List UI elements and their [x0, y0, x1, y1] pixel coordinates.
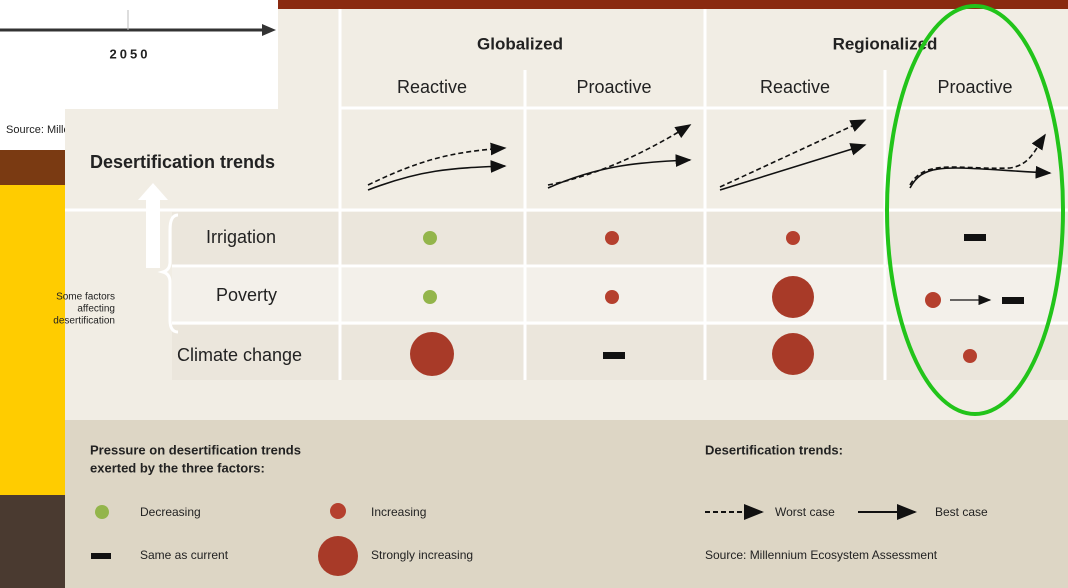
grid — [65, 9, 1068, 380]
symbol-increasing — [925, 292, 941, 308]
column-header: Proactive — [576, 77, 651, 97]
timeline-label: 2050 — [110, 46, 151, 61]
column-header: Proactive — [937, 77, 1012, 97]
factors-label: Some factors — [56, 292, 115, 303]
trend-curves — [367, 119, 1052, 191]
legend-label: Same as current — [140, 548, 229, 562]
symbol-same — [603, 352, 625, 359]
factors-label: desertification — [53, 316, 115, 327]
row-label: Poverty — [216, 285, 277, 305]
symbol-decreasing — [423, 290, 437, 304]
column-header: Reactive — [760, 77, 830, 97]
legend-symbol — [91, 553, 111, 559]
symbol-increasing — [605, 231, 619, 245]
symbol-increasing — [605, 290, 619, 304]
group-header: Globalized — [477, 34, 563, 53]
row-bg — [172, 268, 1068, 322]
trend-row-label: Desertification trends — [90, 152, 275, 172]
symbol-strong — [772, 276, 814, 318]
factors-label: affecting — [77, 304, 115, 315]
symbol-same — [1002, 297, 1024, 304]
row-label: Irrigation — [206, 227, 276, 247]
symbol-same — [964, 234, 986, 241]
bracket — [157, 213, 179, 334]
symbol-increasing — [786, 231, 800, 245]
legend-source: Source: Millennium Ecosystem Assessment — [705, 548, 938, 562]
symbol-decreasing — [423, 231, 437, 245]
legend-label: Strongly increasing — [371, 548, 473, 562]
legend-symbol — [95, 505, 109, 519]
legend-label: Decreasing — [140, 505, 201, 519]
legend-symbol — [330, 503, 346, 519]
top-bar — [278, 0, 1068, 9]
symbol-increasing — [963, 349, 977, 363]
legend-title: Pressure on desertification trends — [90, 442, 301, 457]
symbol-strong — [772, 333, 814, 375]
legend-title: Desertification trends: — [705, 442, 843, 457]
column-header: Reactive — [397, 77, 467, 97]
timeline-arrow — [262, 24, 276, 36]
legend-title: exerted by the three factors: — [90, 460, 265, 475]
row-bg — [172, 212, 1068, 265]
row-label: Climate change — [177, 345, 302, 365]
group-header: Regionalized — [833, 34, 938, 53]
symbol-strong — [410, 332, 454, 376]
up-arrow — [138, 183, 168, 268]
legend-label: Best case — [935, 505, 988, 519]
legend-symbol — [318, 536, 358, 576]
legend-label: Worst case — [775, 505, 835, 519]
legend-label: Increasing — [371, 505, 426, 519]
highlight-ellipse — [885, 4, 1065, 416]
